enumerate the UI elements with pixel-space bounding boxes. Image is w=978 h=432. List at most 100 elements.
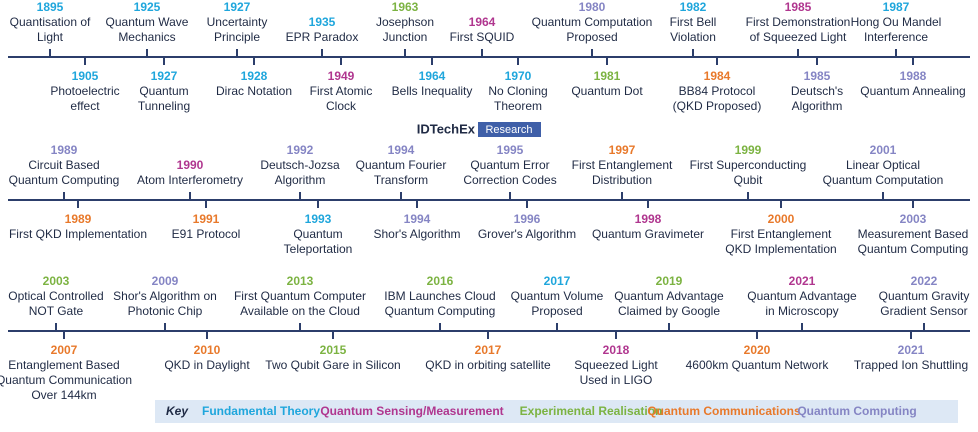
event-year: 2007	[51, 343, 78, 357]
event-label: Quantum Gravity	[879, 289, 970, 303]
event-year: 1949	[328, 69, 355, 83]
event-year: 2021	[898, 343, 925, 357]
event-label: Quantum Gravimeter	[592, 227, 704, 241]
event-label: Transform	[374, 173, 428, 187]
event-label: Over 144km	[31, 388, 96, 402]
event-label: First Atomic	[310, 84, 373, 98]
event-label: Clock	[326, 99, 357, 113]
event-year: 1988	[900, 69, 927, 83]
event-year: 2018	[603, 343, 630, 357]
event-year: 1928	[241, 69, 268, 83]
event-label: First SQUID	[450, 30, 515, 44]
event-year: 1994	[388, 143, 415, 157]
event-label: of Squeezed Light	[750, 30, 847, 44]
event-year: 2001	[870, 143, 897, 157]
logo-name: IDTechEx	[417, 121, 476, 136]
event-label: Theorem	[494, 99, 542, 113]
event-label: First Quantum Computer	[234, 289, 366, 303]
event-label: E91 Protocol	[172, 227, 241, 241]
event-label: Mechanics	[118, 30, 175, 44]
key-box	[155, 400, 958, 423]
event-label: Josephson	[376, 15, 434, 29]
event-year: 1905	[72, 69, 99, 83]
event-label: Available on the Cloud	[240, 304, 360, 318]
event-year: 1987	[883, 0, 910, 14]
event-label: Quantum Fourier	[356, 158, 447, 172]
event-year: 1964	[419, 69, 446, 83]
event-label: Atom Interferometry	[137, 173, 243, 187]
event-label: Claimed by Google	[618, 304, 720, 318]
event-year: 1985	[785, 0, 812, 14]
event-label: Interference	[864, 30, 928, 44]
event-year: 1994	[404, 212, 431, 226]
event-year: 1964	[469, 15, 496, 29]
event-year: 2020	[744, 343, 771, 357]
event-year: 2010	[194, 343, 221, 357]
event-label: Dirac Notation	[216, 84, 292, 98]
event-label: Photonic Chip	[128, 304, 203, 318]
event-year: 1982	[680, 0, 707, 14]
event-year: 1927	[224, 0, 251, 14]
event-label: Quantum Computation	[823, 173, 944, 187]
event-label: First QKD Implementation	[9, 227, 147, 241]
event-label: Quantum Dot	[571, 84, 643, 98]
event-year: 1991	[193, 212, 220, 226]
event-label: QKD Implementation	[725, 242, 836, 256]
event-label: Measurement Based	[858, 227, 969, 241]
event-year: 1996	[514, 212, 541, 226]
event-label: Photoelectric	[50, 84, 119, 98]
event-year: 1980	[579, 0, 606, 14]
event-label: First Entanglement	[572, 158, 673, 172]
event-label: Deutsch-Jozsa	[260, 158, 340, 172]
event-label: Teleportation	[284, 242, 353, 256]
event-label: Shor's Algorithm	[374, 227, 461, 241]
event-year: 2017	[544, 274, 571, 288]
key-item: Experimental Realisation	[520, 404, 663, 418]
event-label: EPR Paradox	[286, 30, 359, 44]
event-label: Deutsch's	[791, 84, 843, 98]
event-label: First Bell	[670, 15, 717, 29]
event-label: Trapped Ion Shuttling	[854, 358, 968, 372]
event-label: Quantum Computation	[532, 15, 653, 29]
event-label: Used in LIGO	[580, 373, 653, 387]
event-year: 1997	[609, 143, 636, 157]
event-label: First Superconducting	[690, 158, 807, 172]
event-year: 1925	[134, 0, 161, 14]
event-label: Quantum	[293, 227, 342, 241]
event-label: BB84 Protocol	[679, 84, 756, 98]
event-label: Quantum	[139, 84, 188, 98]
event-label: Proposed	[566, 30, 617, 44]
event-label: IBM Launches Cloud	[384, 289, 495, 303]
event-year: 1998	[635, 212, 662, 226]
event-label: Qubit	[734, 173, 763, 187]
event-label: Quantum Advantage	[747, 289, 857, 303]
event-label: Algorithm	[275, 173, 326, 187]
event-label: NOT Gate	[29, 304, 84, 318]
event-year: 1927	[151, 69, 178, 83]
event-label: (QKD Proposed)	[673, 99, 762, 113]
key-title: Key	[166, 404, 189, 418]
event-label: Correction Codes	[463, 173, 556, 187]
event-label: Quantum Advantage	[614, 289, 724, 303]
event-label: QKD in Daylight	[164, 358, 250, 372]
event-year: 1989	[65, 212, 92, 226]
event-year: 1995	[497, 143, 524, 157]
event-label: Distribution	[592, 173, 652, 187]
event-year: 2000	[768, 212, 795, 226]
event-year: 1970	[505, 69, 532, 83]
logo-tag-box	[478, 122, 541, 137]
event-label: Two Qubit Gare in Silicon	[265, 358, 400, 372]
event-label: Optical Controlled	[8, 289, 103, 303]
event-label: Principle	[214, 30, 260, 44]
event-year: 1989	[51, 143, 78, 157]
event-year: 1993	[305, 212, 332, 226]
event-year: 2019	[656, 274, 683, 288]
event-label: First Demonstration	[746, 15, 851, 29]
key-item: Fundamental Theory	[202, 404, 320, 418]
event-label: Circuit Based	[28, 158, 99, 172]
event-label: Quantum Computing	[858, 242, 969, 256]
event-label: Violation	[670, 30, 716, 44]
event-label: 4600km Quantum Network	[686, 358, 830, 372]
event-year: 2003	[900, 212, 927, 226]
event-year: 1990	[177, 158, 204, 172]
